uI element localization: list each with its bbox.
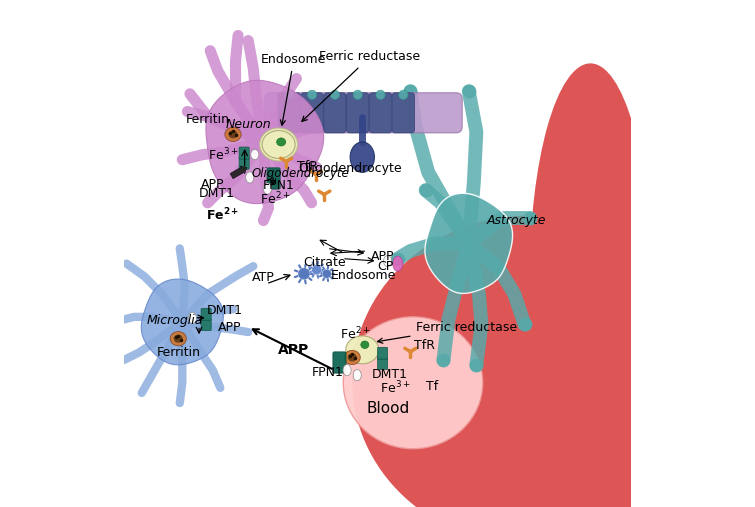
Ellipse shape [376, 90, 385, 99]
Text: Endosome: Endosome [261, 53, 326, 125]
Text: Fe$^{2+}$: Fe$^{2+}$ [341, 325, 371, 342]
Ellipse shape [346, 336, 379, 364]
Text: TfR: TfR [297, 160, 318, 173]
Ellipse shape [174, 335, 183, 343]
FancyBboxPatch shape [369, 93, 392, 133]
Text: Endosome: Endosome [331, 269, 396, 282]
FancyBboxPatch shape [378, 347, 387, 359]
Ellipse shape [312, 265, 322, 275]
Ellipse shape [285, 90, 294, 99]
Ellipse shape [260, 128, 297, 161]
Polygon shape [425, 193, 513, 294]
FancyBboxPatch shape [347, 93, 369, 133]
Ellipse shape [307, 90, 316, 99]
FancyArrow shape [230, 166, 247, 179]
Text: Oligodendrocyte: Oligodendrocyte [252, 167, 350, 180]
Text: Tf: Tf [426, 380, 439, 393]
Text: FPN1: FPN1 [312, 366, 344, 379]
Text: Blood: Blood [366, 401, 409, 416]
Text: Ferric reductase: Ferric reductase [378, 320, 516, 343]
Text: Ferritin: Ferritin [157, 346, 201, 359]
Ellipse shape [393, 256, 403, 271]
Ellipse shape [399, 90, 408, 99]
Text: APP: APP [217, 321, 241, 334]
Ellipse shape [229, 130, 238, 138]
Polygon shape [206, 80, 324, 204]
Ellipse shape [245, 172, 254, 183]
Text: CP: CP [378, 260, 394, 273]
FancyBboxPatch shape [324, 93, 346, 133]
Text: APP: APP [279, 343, 310, 357]
Ellipse shape [343, 365, 351, 376]
Text: $\mathbf{Fe^{2+}}$: $\mathbf{Fe^{2+}}$ [206, 207, 239, 224]
FancyBboxPatch shape [201, 318, 211, 331]
Ellipse shape [322, 269, 331, 278]
Text: Microglia: Microglia [146, 314, 203, 327]
Ellipse shape [344, 350, 360, 365]
Text: Oligodendrocyte: Oligodendrocyte [297, 162, 402, 175]
Ellipse shape [225, 127, 241, 141]
Polygon shape [141, 279, 223, 365]
Text: FPN1: FPN1 [263, 178, 294, 192]
FancyBboxPatch shape [392, 93, 414, 133]
Text: Fe$^{3+}$: Fe$^{3+}$ [381, 380, 411, 396]
Ellipse shape [276, 138, 285, 146]
Ellipse shape [170, 332, 186, 346]
FancyBboxPatch shape [201, 308, 211, 320]
Text: Ferric reductase: Ferric reductase [302, 50, 421, 121]
Ellipse shape [347, 353, 356, 361]
Text: Fe$^{2+}$: Fe$^{2+}$ [260, 191, 291, 207]
FancyBboxPatch shape [378, 357, 387, 370]
Ellipse shape [353, 370, 362, 381]
Text: Astrocyte: Astrocyte [486, 214, 546, 227]
Ellipse shape [331, 90, 340, 99]
Ellipse shape [251, 150, 259, 160]
FancyBboxPatch shape [265, 93, 462, 133]
Text: TfR: TfR [414, 339, 435, 352]
Text: DMT1: DMT1 [206, 304, 242, 317]
FancyBboxPatch shape [301, 93, 323, 133]
Text: Ferritin: Ferritin [186, 113, 230, 126]
Text: Fe$^{3+}$: Fe$^{3+}$ [208, 147, 238, 163]
Text: DMT1: DMT1 [372, 368, 408, 381]
Ellipse shape [298, 268, 310, 280]
FancyBboxPatch shape [267, 168, 280, 189]
Ellipse shape [353, 90, 362, 99]
Text: APP: APP [371, 249, 394, 263]
FancyBboxPatch shape [333, 352, 346, 373]
Ellipse shape [361, 341, 369, 349]
Text: Citrate: Citrate [303, 256, 346, 269]
Ellipse shape [350, 142, 374, 172]
Ellipse shape [384, 256, 392, 267]
Text: DMT1: DMT1 [199, 187, 235, 200]
Ellipse shape [263, 183, 272, 194]
Text: APP: APP [201, 177, 224, 191]
FancyBboxPatch shape [239, 157, 249, 169]
FancyBboxPatch shape [239, 147, 249, 159]
Ellipse shape [262, 131, 295, 159]
Text: ATP: ATP [252, 271, 275, 284]
FancyBboxPatch shape [278, 93, 300, 133]
Ellipse shape [189, 312, 196, 323]
Ellipse shape [529, 63, 652, 494]
Ellipse shape [344, 317, 482, 449]
Text: Neuron: Neuron [226, 118, 271, 131]
Ellipse shape [352, 215, 707, 507]
